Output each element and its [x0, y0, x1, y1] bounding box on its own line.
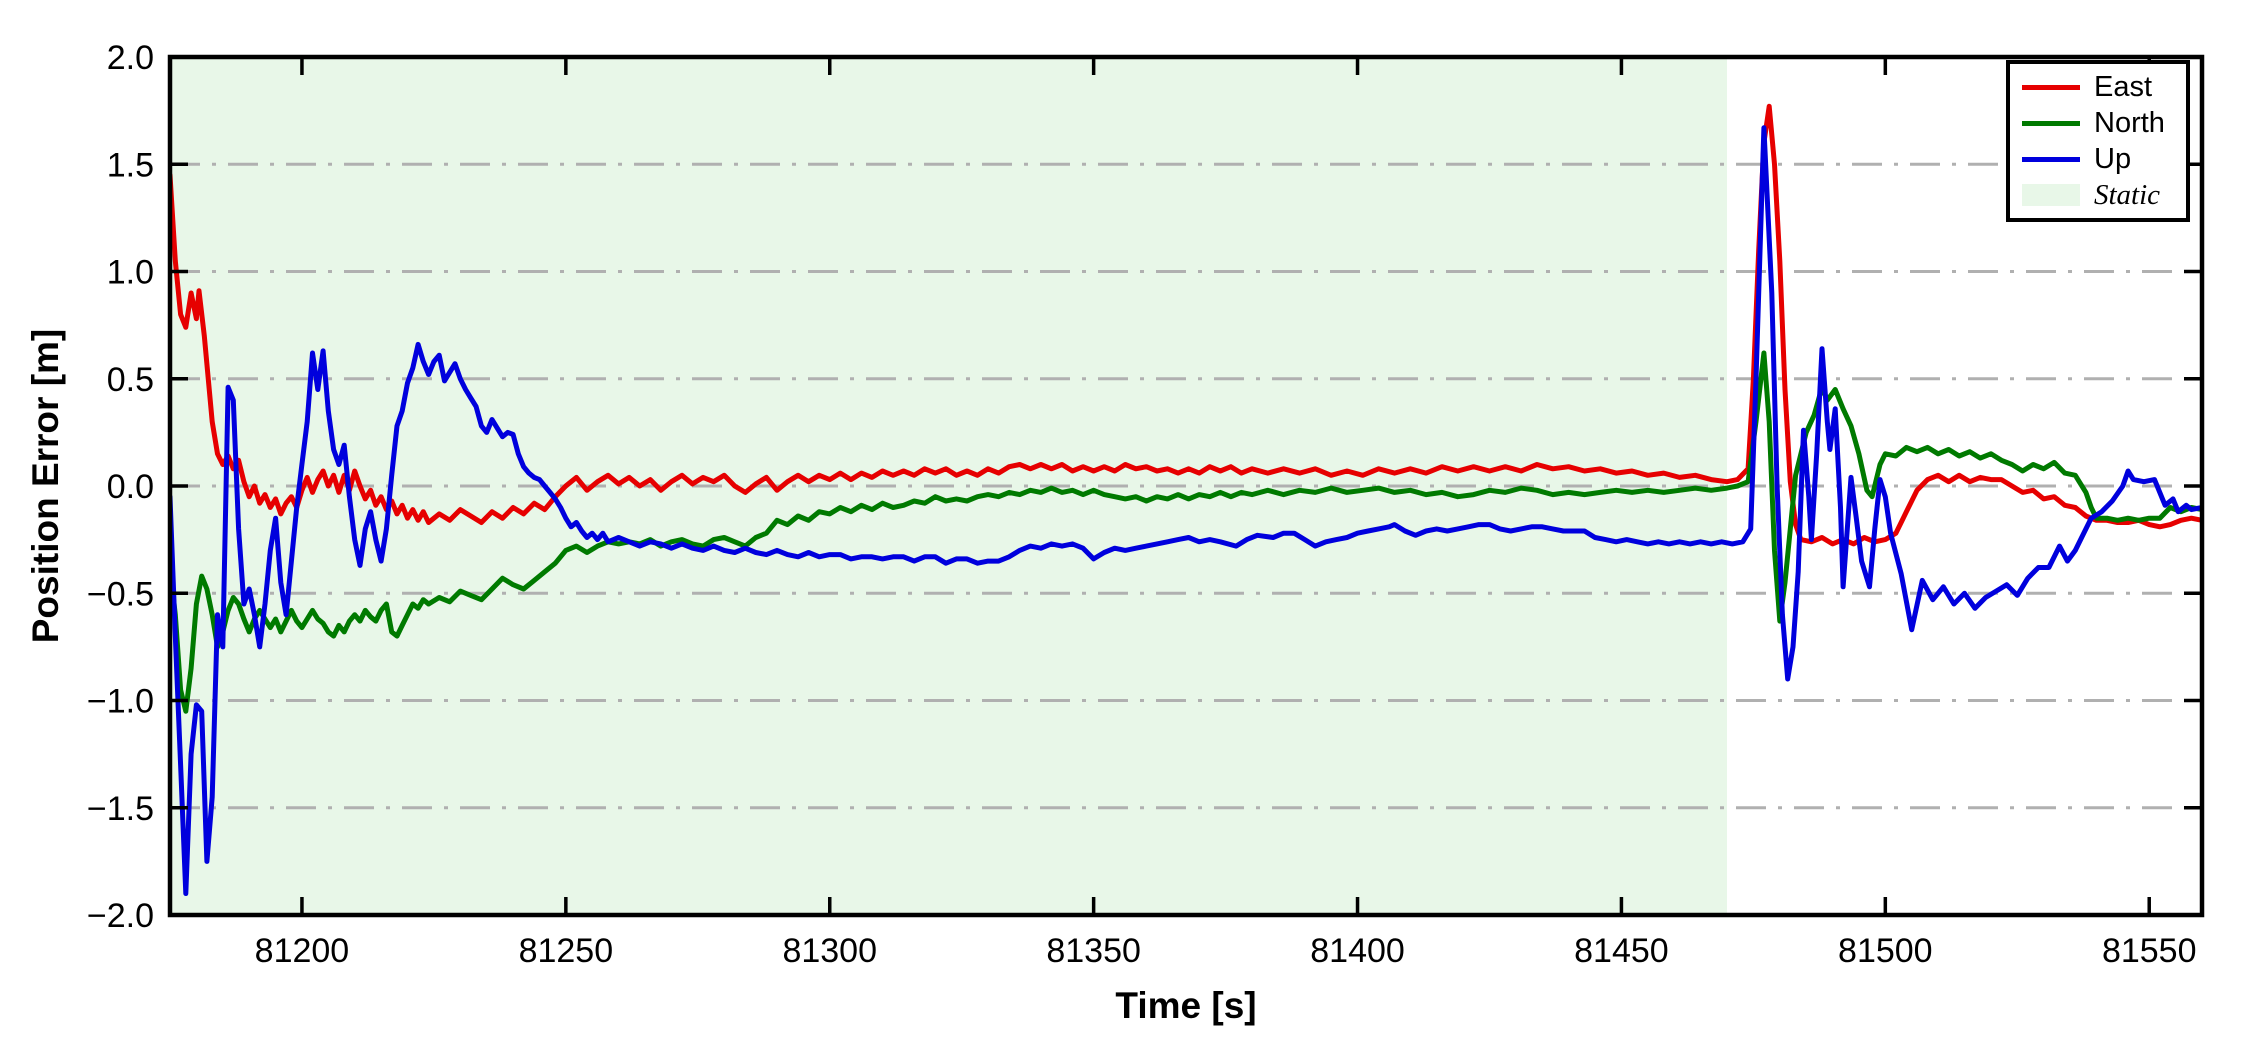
static-region-swatch	[2022, 184, 2080, 206]
up-line-swatch	[2022, 156, 2080, 162]
x-tick-label: 81450	[1574, 932, 1669, 970]
east-line-swatch	[2022, 84, 2080, 90]
y-tick-label: −0.5	[87, 575, 154, 613]
legend-label-up: Up	[2094, 142, 2132, 175]
x-tick-label: 81250	[519, 932, 614, 970]
x-tick-label: 81500	[1838, 932, 1933, 970]
north-line	[170, 350, 2202, 714]
y-tick-label: 0.5	[107, 361, 154, 399]
legend-item-north: North	[2022, 108, 2176, 138]
legend: East North Up Static	[2006, 60, 2190, 222]
legend-item-up: Up	[2022, 144, 2176, 174]
y-axis-label: Position Error [m]	[25, 328, 66, 644]
legend-label-static: Static	[2094, 178, 2161, 211]
legend-item-east: East	[2022, 72, 2176, 102]
y-tick-label: −1.0	[87, 683, 154, 721]
legend-item-static: Static	[2022, 180, 2176, 210]
x-axis-label: Time [s]	[1115, 985, 1257, 1026]
y-tick-label: −2.0	[87, 897, 154, 935]
x-tick-label: 81550	[2102, 932, 2197, 970]
y-tick-label: 0.0	[107, 468, 154, 506]
up-line	[170, 125, 2202, 896]
y-tick-label: 1.5	[107, 146, 154, 184]
x-tick-label: 81350	[1046, 932, 1141, 970]
y-tick-label: 1.0	[107, 254, 154, 292]
x-tick-label: 81400	[1310, 932, 1405, 970]
east-line	[170, 103, 2202, 547]
x-tick-label: 81200	[255, 932, 350, 970]
y-tick-label: −1.5	[87, 790, 154, 828]
legend-label-east: East	[2094, 70, 2153, 103]
legend-label-north: North	[2094, 106, 2165, 139]
y-tick-label: 2.0	[107, 39, 154, 77]
north-line-swatch	[2022, 120, 2080, 126]
x-tick-label: 81300	[782, 932, 877, 970]
